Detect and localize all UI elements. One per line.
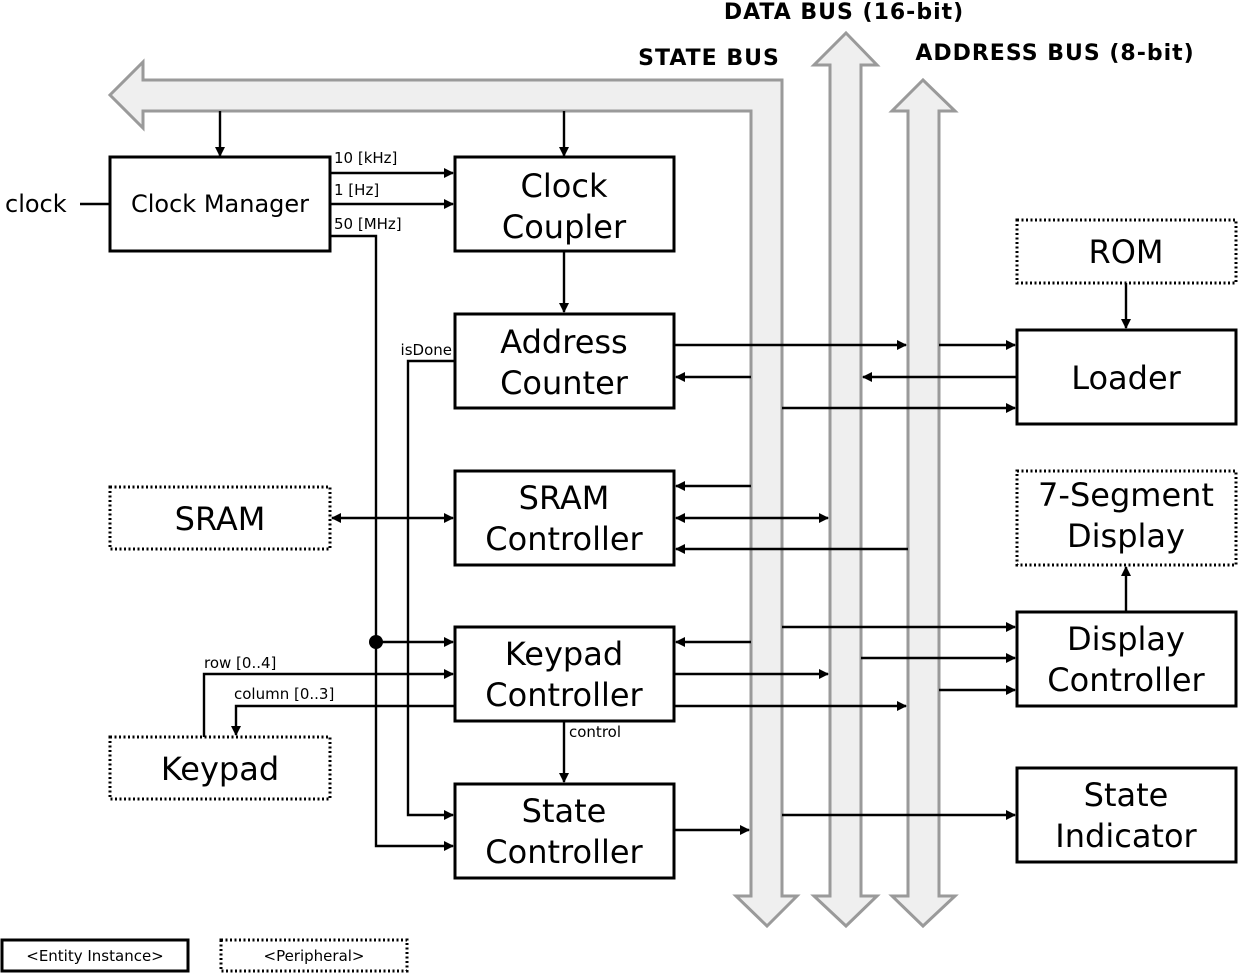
loader-label: Loader xyxy=(1071,359,1181,397)
address-bus-title: ADDRESS BUS (8-bit) xyxy=(915,41,1194,66)
keypad-controller-label-line2: Controller xyxy=(485,676,643,714)
signal-10khz-label: 10 [kHz] xyxy=(334,149,397,167)
keypad-controller-label-line1: Keypad xyxy=(505,635,623,673)
state-controller-block: State Controller xyxy=(453,782,676,880)
legend-peripheral-label: <Peripheral> xyxy=(264,947,365,965)
state-bus xyxy=(107,58,801,929)
clock-manager-label: Clock Manager xyxy=(131,190,309,218)
signal-isdone-label: isDone xyxy=(401,341,452,359)
signal-column-label: column [0..3] xyxy=(234,685,334,703)
signal-50mhz-label: 50 [MHz] xyxy=(334,215,402,233)
state-indicator-label-line2: Indicator xyxy=(1055,817,1197,855)
state-bus-title: STATE BUS xyxy=(638,46,780,71)
signal-row-label: row [0..4] xyxy=(204,654,276,672)
rom-peripheral: ROM xyxy=(1015,218,1238,285)
sram-label: SRAM xyxy=(175,500,266,538)
state-controller-label-line2: Controller xyxy=(485,833,643,871)
column-wire xyxy=(231,704,454,736)
clk-50mhz-wire xyxy=(330,234,454,851)
wires xyxy=(80,111,1131,851)
signal-control-label: control xyxy=(569,723,621,741)
sram-controller-block: SRAM Controller xyxy=(453,469,676,567)
state-controller-label-line1: State xyxy=(522,792,607,830)
isdone-wire xyxy=(406,359,454,820)
keypad-label: Keypad xyxy=(161,750,279,788)
keypad-peripheral: Keypad xyxy=(108,735,332,801)
sram-controller-label-line2: Controller xyxy=(485,520,643,558)
address-bus xyxy=(888,77,959,929)
sram-peripheral: SRAM xyxy=(108,485,332,551)
legend-entity-label: <Entity Instance> xyxy=(26,947,164,965)
clock-manager-block: Clock Manager xyxy=(108,155,332,253)
loader-block: Loader xyxy=(1015,328,1238,426)
legend-entity: <Entity Instance> xyxy=(0,938,190,973)
rom-label: ROM xyxy=(1088,233,1163,271)
clock-input-label: clock xyxy=(5,190,67,218)
display-controller-block: Display Controller xyxy=(1015,610,1238,708)
seven-segment-peripheral: 7-Segment Display xyxy=(1015,469,1238,567)
seven-segment-label-line2: Display xyxy=(1067,517,1185,555)
data-bus-title: DATA BUS (16-bit) xyxy=(724,0,964,25)
address-counter-block: Address Counter xyxy=(453,312,676,410)
state-indicator-block: State Indicator xyxy=(1015,766,1238,864)
clock-coupler-label-line1: Clock xyxy=(521,167,608,205)
address-counter-label-line2: Counter xyxy=(500,364,629,402)
clock-coupler-label-line2: Coupler xyxy=(502,208,627,246)
keypad-controller-block: Keypad Controller xyxy=(453,625,676,723)
display-controller-label-line1: Display xyxy=(1067,620,1185,658)
state-indicator-label-line1: State xyxy=(1084,776,1169,814)
sram-controller-label-line1: SRAM xyxy=(519,479,610,517)
row-wire xyxy=(202,669,454,737)
address-counter-label-line1: Address xyxy=(500,323,627,361)
clock-coupler-block: Clock Coupler xyxy=(453,155,676,253)
junction-dot xyxy=(369,635,383,649)
seven-segment-label-line1: 7-Segment xyxy=(1038,476,1214,514)
display-controller-label-line2: Controller xyxy=(1047,661,1205,699)
data-bus xyxy=(810,30,881,929)
legend-peripheral: <Peripheral> xyxy=(219,938,409,973)
signal-1hz-label: 1 [Hz] xyxy=(334,181,379,199)
